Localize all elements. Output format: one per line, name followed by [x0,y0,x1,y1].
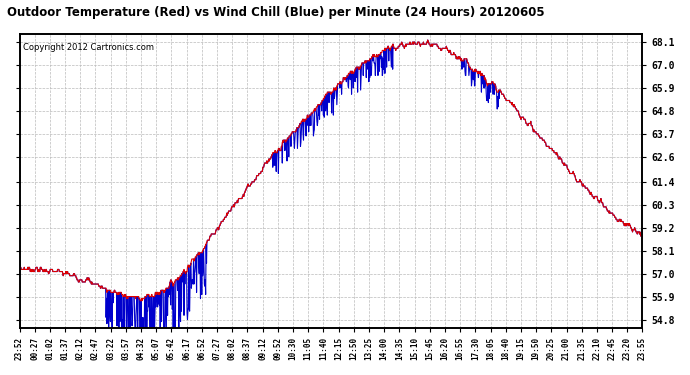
Text: Outdoor Temperature (Red) vs Wind Chill (Blue) per Minute (24 Hours) 20120605: Outdoor Temperature (Red) vs Wind Chill … [7,6,544,19]
Text: Copyright 2012 Cartronics.com: Copyright 2012 Cartronics.com [23,43,154,52]
